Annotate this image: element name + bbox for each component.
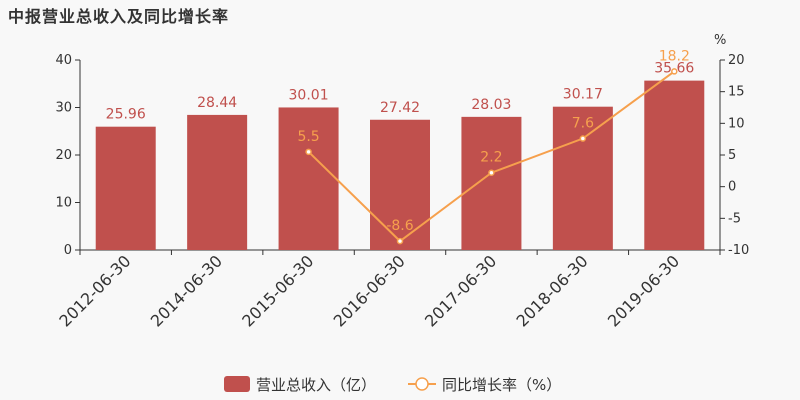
bar [370, 119, 430, 250]
y-left-tick-label: 20 [55, 148, 72, 163]
bar-value-label: 28.44 [197, 95, 237, 111]
y-left-tick-label: 0 [64, 243, 72, 258]
y-right-tick-label: 0 [728, 180, 736, 195]
bar [552, 106, 613, 250]
y-left-tick-label: 40 [55, 53, 72, 68]
x-tick-label: 2017-06-30 [421, 251, 500, 330]
legend-line-marker [415, 377, 429, 391]
legend-bar-label: 营业总收入（亿） [256, 376, 376, 394]
bar-value-label: 27.42 [380, 100, 420, 116]
line-point [488, 169, 495, 176]
y-left-tick-label: 10 [55, 196, 72, 211]
line-point [396, 237, 404, 245]
x-tick-label: 2012-06-30 [55, 251, 134, 330]
line-value-label: 18.2 [659, 48, 690, 64]
y-right-tick-label: 5 [728, 148, 736, 163]
line-value-label: -8.6 [386, 218, 413, 234]
bar [95, 126, 156, 250]
chart-title: 中报营业总收入及同比增长率 [8, 7, 230, 26]
y-right-tick-label: 20 [728, 53, 745, 68]
legend-line-label: 同比增长率（%） [442, 376, 561, 394]
y-right-tick-label: 10 [728, 116, 745, 131]
bar [278, 107, 339, 250]
bar-value-label: 28.03 [471, 97, 511, 113]
x-tick-label: 2018-06-30 [513, 251, 592, 330]
legend-bar-swatch [224, 376, 250, 392]
line-point [671, 68, 678, 75]
bar-value-label: 30.17 [563, 87, 603, 103]
bar-value-label: 25.96 [106, 107, 146, 123]
bar-value-label: 30.01 [289, 87, 329, 103]
y-left-tick-label: 30 [55, 101, 72, 116]
line-point [579, 135, 587, 142]
x-tick-label: 2015-06-30 [238, 251, 317, 330]
y-right-tick-label: -5 [728, 211, 741, 226]
y-right-unit-label: % [714, 33, 726, 48]
line-value-label: 5.5 [297, 129, 319, 145]
x-tick-label: 2019-06-30 [604, 251, 683, 330]
line-value-label: 2.2 [480, 150, 502, 166]
x-tick-label: 2016-06-30 [330, 251, 409, 330]
line-value-label: 7.6 [572, 116, 594, 132]
y-right-tick-label: -10 [728, 243, 749, 258]
y-right-tick-label: 15 [728, 85, 745, 100]
x-tick-label: 2014-06-30 [147, 251, 226, 330]
bar [644, 80, 705, 251]
bar [461, 116, 522, 250]
line-point [305, 148, 312, 156]
bar [187, 114, 248, 250]
